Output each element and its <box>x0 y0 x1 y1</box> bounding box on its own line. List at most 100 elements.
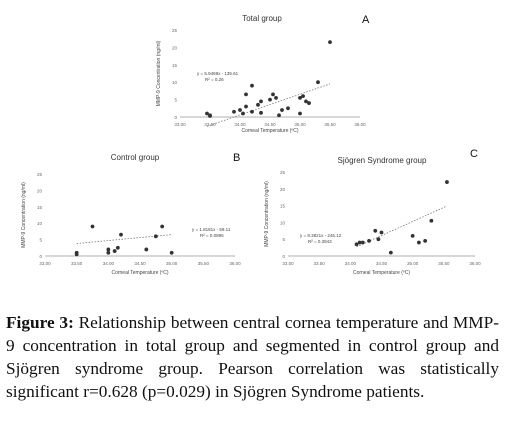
panel-a-y-axis-label: MMP-9 Concentration (ng/ml) <box>156 40 162 106</box>
panel-a-y-tick-label: 15 <box>172 63 178 68</box>
panel-a-data-point <box>205 111 209 116</box>
panel-c-letter: C <box>470 148 478 160</box>
panel-a-data-point <box>328 40 332 45</box>
panel-a-data-point <box>244 92 248 97</box>
panel-a-data-point <box>238 108 242 112</box>
panel-a-data-point <box>316 80 320 85</box>
panel-a-x-tick-label: 34.00 <box>234 122 246 127</box>
panel-c-title: Sjögren Syndrome group <box>338 156 427 165</box>
panel-a-data-point <box>244 104 248 109</box>
panel-c-x-tick-label: 34.00 <box>345 261 357 266</box>
panel-b-y-tick-label: 25 <box>37 172 43 177</box>
panel-a-letter: A <box>362 14 370 26</box>
panel-b-x-tick-label: 35.50 <box>198 261 210 266</box>
panel-b-data-point <box>90 224 95 229</box>
panel-c-data-point <box>429 218 434 223</box>
panel-c-data-point <box>360 240 365 245</box>
panel-a-trendline <box>206 83 331 127</box>
panel-a-x-tick-label: 34.50 <box>264 122 276 127</box>
panel-b-data-point <box>106 247 111 252</box>
caption-label: Figure 3: <box>6 313 74 332</box>
panel-c-y-tick-label: 0 <box>282 254 285 259</box>
panel-c-y-tick-label: 5 <box>282 237 285 242</box>
panel-a-x-tick-label: 33.00 <box>174 122 186 127</box>
panel-c-x-tick-label: 35.50 <box>438 261 450 266</box>
panel-c-x-tick-label: 36.00 <box>469 261 481 266</box>
panel-b-letter: B <box>233 152 240 164</box>
panel-a-data-point <box>259 99 263 104</box>
panel-b-data-point <box>119 232 123 237</box>
panel-a-y-tick-label: 0 <box>174 115 177 120</box>
panel-a-y-tick-label: 5 <box>174 98 177 103</box>
panel-b-equation: y = 1.8181x - 59.11 <box>192 227 231 232</box>
panel-a-data-point <box>298 111 302 116</box>
panel-b-r-squared: R² = 0.0896 <box>200 233 224 238</box>
panel-a-data-point <box>250 83 254 88</box>
panel-a-data-point <box>277 113 281 118</box>
panel-b-x-tick-label: 34.00 <box>103 261 115 266</box>
caption-text: Relationship between central cornea temp… <box>6 313 500 401</box>
panel-c-x-tick-label: 34.50 <box>376 261 388 266</box>
panel-c-data-point <box>373 228 378 233</box>
panel-b-x-axis-label: Corneal Temperature (ºC) <box>111 270 168 276</box>
panel-a-x-tick-label: 33.50 <box>204 122 216 127</box>
panel-b-data-point <box>169 250 174 255</box>
panel-c-y-axis-label: MMP-9 Concentration (ng/ml) <box>264 181 270 247</box>
panel-a-data-point <box>301 94 305 99</box>
panel-c-data-point <box>445 180 449 184</box>
panel-c-y-tick-label: 15 <box>280 204 286 209</box>
panel-b-data-point <box>112 249 117 253</box>
panel-c-data-point <box>423 238 428 243</box>
panel-c-x-axis-label: Corneal Temperature (ºC) <box>353 270 410 276</box>
panel-c-x-tick-label: 35.00 <box>407 261 419 266</box>
panel-a-data-point <box>304 99 308 104</box>
panel-a-equation: y = 5.9469x - 135.61 <box>197 71 239 76</box>
panel-a-x-axis-label: Corneal Temperature (ºC) <box>241 128 298 134</box>
panel-b-title: Control group <box>111 153 160 162</box>
panel-c-y-tick-label: 25 <box>280 170 286 175</box>
panel-a-data-point <box>232 109 236 114</box>
panel-a-data-point <box>286 106 290 111</box>
panel-b-x-tick-label: 33.00 <box>39 261 51 266</box>
panel-a-x-tick-label: 36.00 <box>354 122 366 127</box>
panel-a-data-point <box>280 108 284 112</box>
figure-caption: Figure 3: Relationship between central c… <box>6 311 499 403</box>
panel-c-data-point <box>376 237 381 242</box>
figure-panels: Total group A 0 5 10 15 20 25 33.00 33.50 34.00 34.… <box>21 14 481 276</box>
panel-b-data-point <box>115 245 120 250</box>
panel-b-data-point <box>144 247 149 252</box>
panel-b-y-tick-label: 5 <box>39 238 42 243</box>
panel-b-x-tick-label: 33.50 <box>71 261 83 266</box>
panel-b-y-axis-label: MMP-9 Concentration (ng/ml) <box>21 182 27 248</box>
panel-a-r-squared: R² = 0.26 <box>205 77 224 82</box>
panel-a-x-tick-label: 35.00 <box>294 122 306 127</box>
panel-c-x-tick-label: 33.50 <box>314 261 326 266</box>
panel-b-y-tick-label: 15 <box>37 205 43 210</box>
panel-a-data-point <box>298 95 302 100</box>
panel-c-x-tick-label: 33.00 <box>282 261 294 266</box>
panel-a-data-point <box>274 95 278 100</box>
panel-c-data-point <box>388 250 393 255</box>
panel-c-data-point <box>367 238 371 243</box>
panel-a-x-tick-label: 35.50 <box>324 122 336 127</box>
panel-c-data-point <box>417 240 421 245</box>
panel-b-data-point <box>153 234 158 239</box>
panel-c-data-point <box>410 233 415 238</box>
panel-a-data-point <box>268 97 272 102</box>
panel-c-data-point <box>354 242 359 247</box>
panel-a-data-point <box>259 110 263 115</box>
panel-b-data-point <box>160 224 165 229</box>
panel-a-y-tick-label: 20 <box>172 45 178 50</box>
panel-a-data-point <box>250 109 254 114</box>
panel-c-y-tick-label: 10 <box>280 220 286 225</box>
panel-a-data-point <box>271 92 275 97</box>
panel-a-data-point <box>208 114 212 118</box>
panel-b-data-point <box>106 250 111 255</box>
panel-a-data-point <box>256 102 260 107</box>
panel-a-y-tick-label: 10 <box>172 80 178 85</box>
panel-c-y-tick-label: 20 <box>280 187 286 192</box>
panel-a-y-tick-label: 25 <box>172 28 178 33</box>
panel-c-data-point <box>379 230 384 235</box>
panel-a-data-point <box>241 111 245 116</box>
panel-c-data-point <box>357 240 362 245</box>
